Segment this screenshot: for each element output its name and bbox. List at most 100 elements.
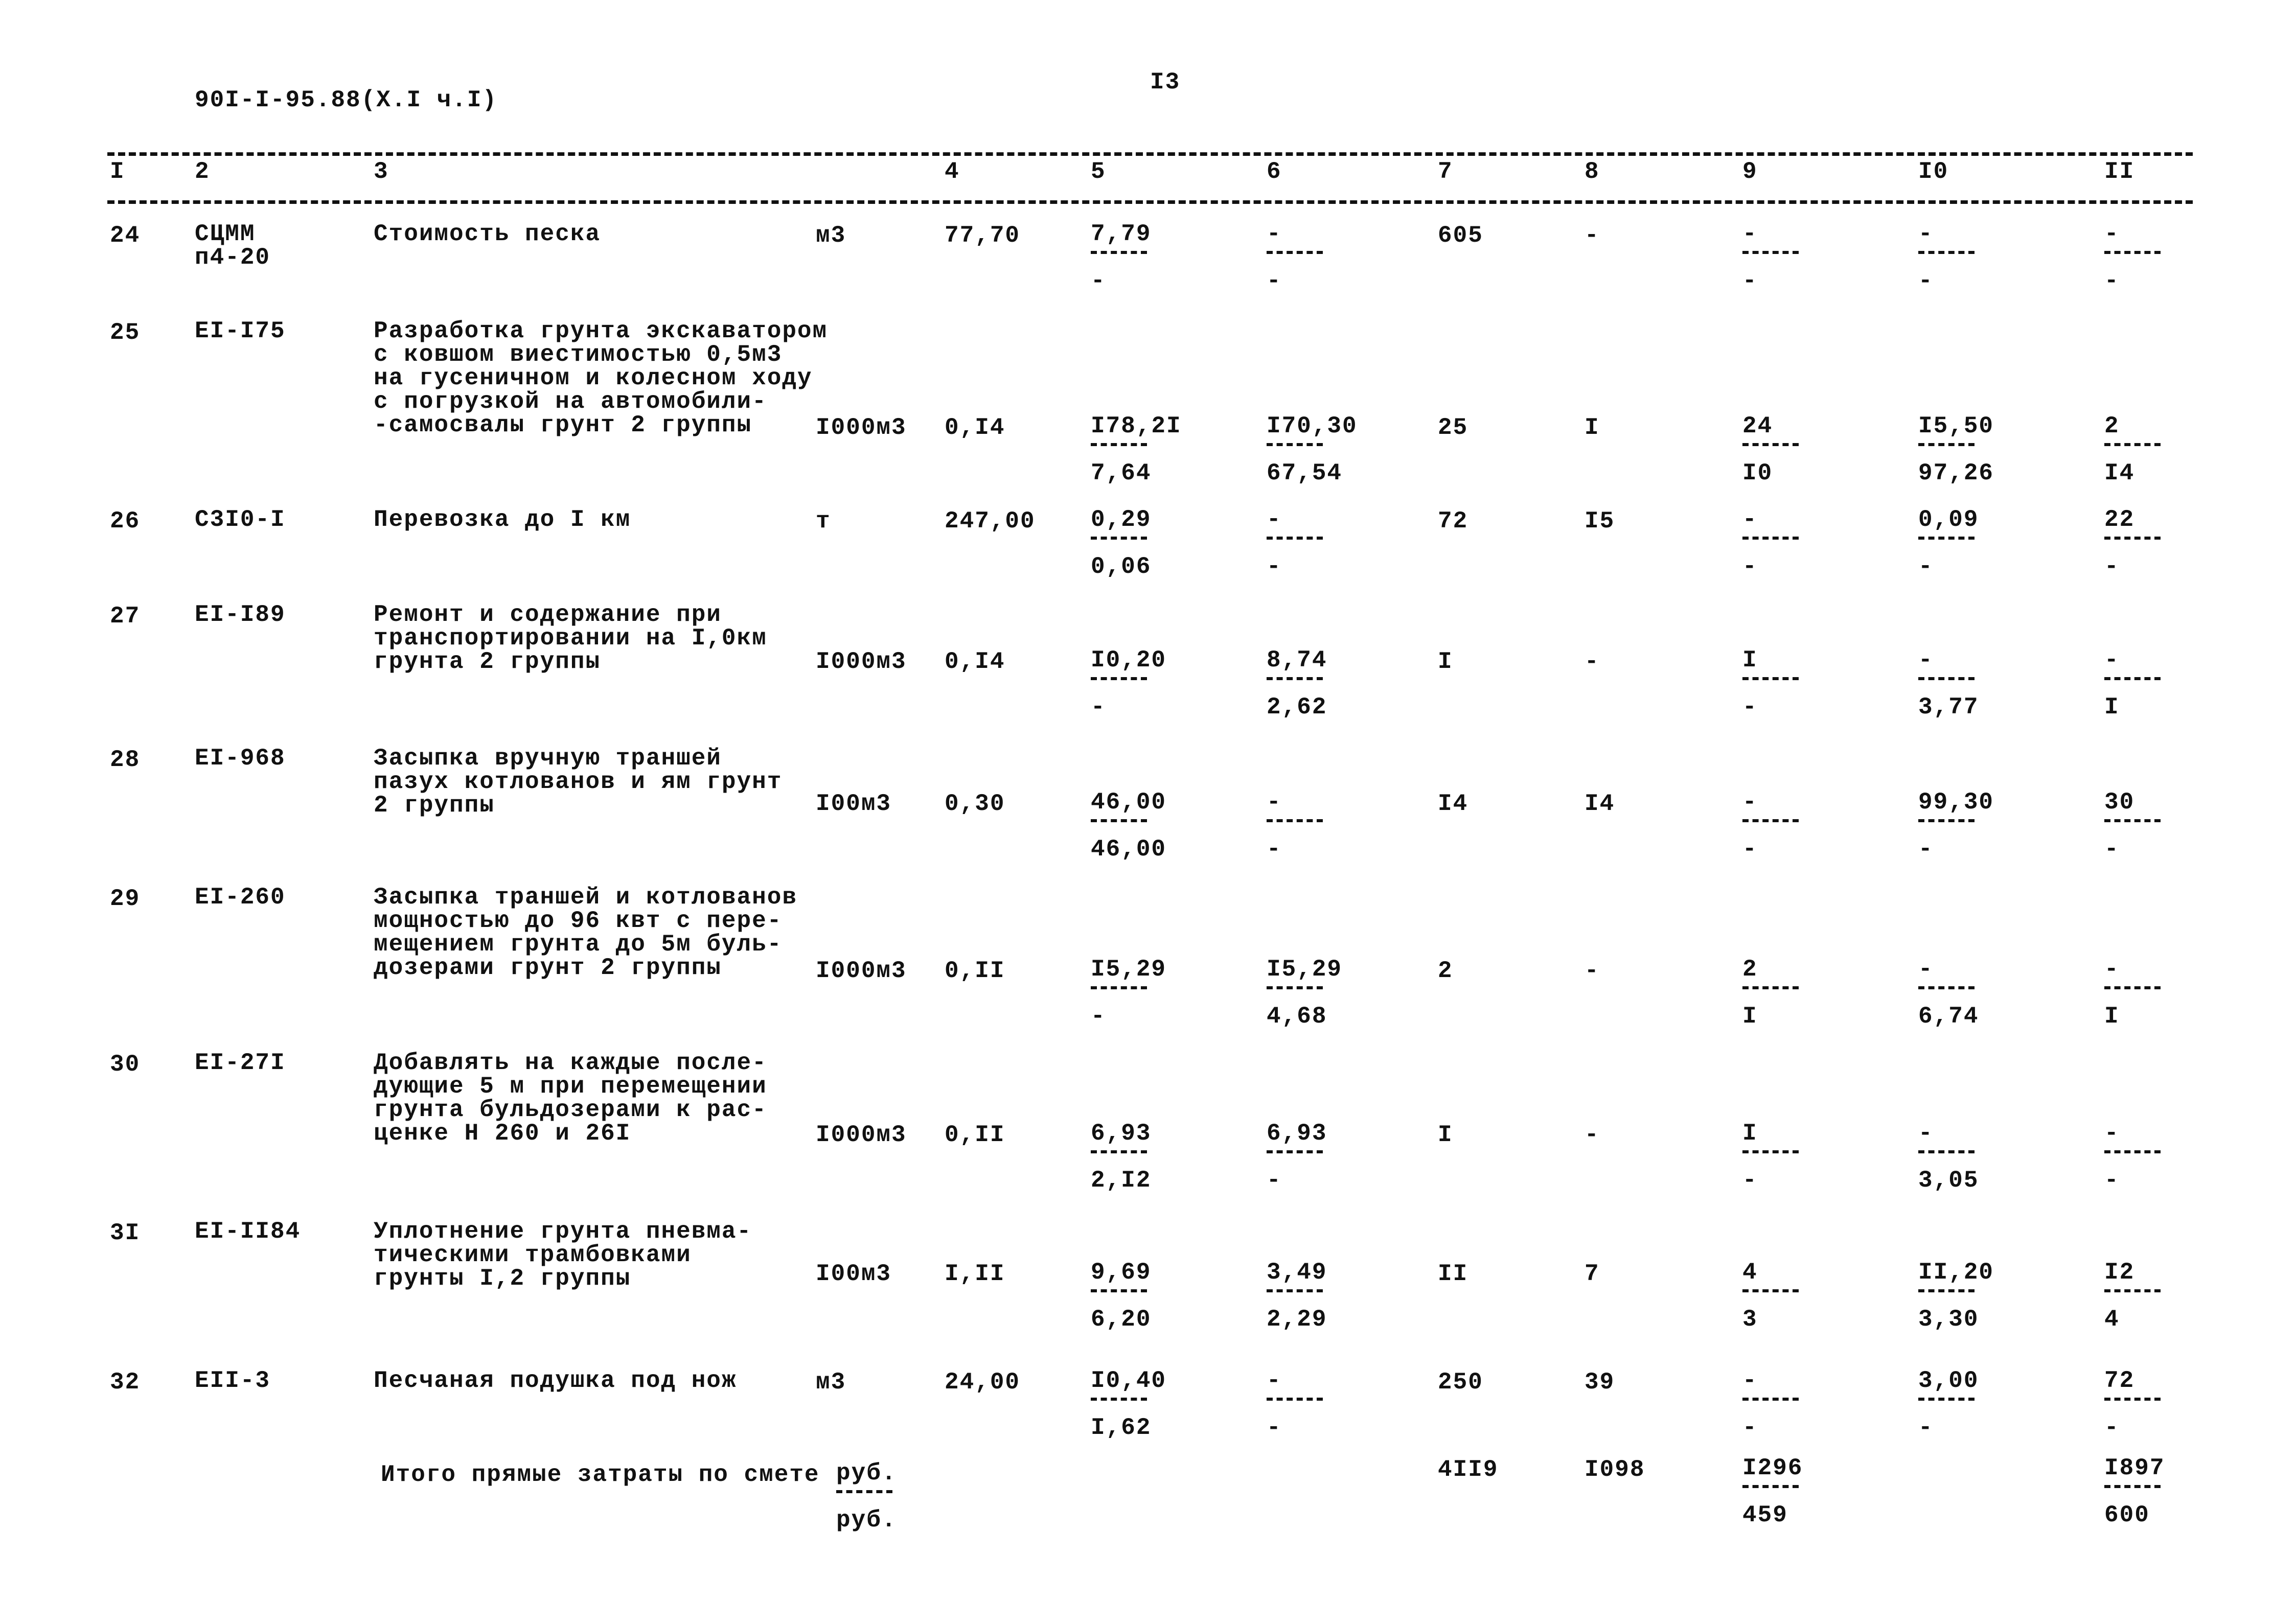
denominator: - — [1267, 268, 1282, 294]
numerator: - — [1742, 506, 1758, 533]
header-top-divider — [107, 152, 2193, 156]
denominator: - — [1918, 836, 1934, 863]
numerator: - — [1742, 789, 1758, 816]
header-bottom-divider — [107, 200, 2193, 204]
denominator: 3,77 — [1918, 694, 1979, 721]
fraction-bar — [1267, 1398, 1323, 1401]
column-number: 6 — [1267, 158, 1282, 185]
row-number: 28 — [110, 747, 141, 773]
denominator: I0 — [1742, 460, 1773, 486]
fraction-bar — [1742, 986, 1799, 989]
cost-col-9: -- — [1742, 508, 1799, 578]
fraction-bar — [1091, 819, 1147, 822]
work-description: Перевозка до I км — [374, 506, 631, 533]
denominator: - — [2104, 553, 2120, 580]
fraction-bar — [2104, 1398, 2161, 1401]
quantity: 0,II — [945, 958, 1005, 984]
numerator: I296 — [1742, 1455, 1803, 1481]
column-number: 9 — [1742, 158, 1758, 185]
denominator: руб. — [836, 1507, 897, 1534]
numerator: руб. — [836, 1460, 897, 1487]
unit: м3 — [816, 222, 846, 249]
numerator: 3,49 — [1267, 1259, 1327, 1286]
numerator: - — [2104, 221, 2120, 247]
cost-col-9: 24 I0 — [1742, 414, 1799, 485]
page-number: I3 — [1150, 69, 1181, 96]
quantity: 0,30 — [945, 791, 1005, 817]
fraction-bar — [836, 1490, 892, 1493]
fraction-bar — [1091, 986, 1147, 989]
cost-col-7: I4 — [1438, 791, 1468, 817]
numerator: 9,69 — [1091, 1259, 1152, 1286]
fraction-bar — [1267, 443, 1323, 446]
numerator: - — [2104, 1120, 2120, 1147]
denominator: 2,29 — [1267, 1306, 1327, 1333]
cost-col-6: -- — [1267, 508, 1323, 578]
fraction-bar — [1918, 443, 1974, 446]
numerator: I70,30 — [1267, 413, 1358, 439]
cost-col-10: 3,00 - — [1918, 1369, 1979, 1440]
numerator: - — [1267, 789, 1282, 816]
numerator: I5,29 — [1267, 956, 1343, 983]
numerator: I0,40 — [1091, 1367, 1167, 1394]
fraction-bar — [1267, 1289, 1323, 1292]
unit: I000м3 — [816, 958, 907, 984]
quantity: 0,I4 — [945, 414, 1005, 441]
fraction-bar — [1742, 819, 1799, 822]
denominator: I — [1742, 1003, 1758, 1030]
cost-col-11: I2 4 — [2104, 1261, 2161, 1331]
cost-col-5: I0,20 - — [1091, 648, 1166, 719]
denominator: - — [1267, 1414, 1282, 1441]
cost-col-7: 72 — [1438, 508, 1468, 535]
cost-col-7: 250 — [1438, 1369, 1483, 1396]
denominator: I — [2104, 1003, 2120, 1030]
numerator: 2 — [2104, 413, 2120, 439]
fraction-bar — [2104, 1150, 2161, 1153]
cost-col-10: 99,30 - — [1918, 791, 1994, 861]
cost-col-5: 9,69 6,20 — [1091, 1261, 1151, 1331]
work-description: Песчаная подушка под нож — [374, 1367, 737, 1394]
document-code: 90I-I-95.88(X.I ч.I) — [195, 87, 498, 113]
cost-col-9: -- — [1742, 1369, 1799, 1440]
fraction-bar — [1742, 1289, 1799, 1292]
denominator: - — [1091, 268, 1106, 294]
fraction-bar — [1091, 1150, 1147, 1153]
numerator: - — [1267, 506, 1282, 533]
quantity: 24,00 — [945, 1369, 1021, 1396]
numerator: I — [1742, 1120, 1758, 1147]
denominator: 97,26 — [1918, 460, 1994, 486]
fraction-bar — [1742, 1150, 1799, 1153]
numerator: - — [1742, 221, 1758, 247]
work-description: Засыпка вручную траншей пазух котлованов… — [374, 745, 783, 819]
numerator: I5,29 — [1091, 956, 1167, 983]
denominator: - — [2104, 836, 2120, 863]
denominator: - — [1742, 694, 1758, 721]
fraction-bar — [1091, 251, 1147, 254]
denominator: 2,I2 — [1091, 1167, 1152, 1194]
fraction-bar — [1091, 1289, 1147, 1292]
cost-col-6: -- — [1267, 791, 1323, 861]
fraction-bar — [2104, 251, 2161, 254]
cost-col-5: 7,79 - — [1091, 222, 1151, 293]
denominator: 459 — [1742, 1502, 1788, 1528]
numerator: 6,93 — [1267, 1120, 1327, 1147]
work-description: Ремонт и содержание при транспортировани… — [374, 601, 767, 675]
row-number: 29 — [110, 886, 141, 912]
denominator: 67,54 — [1267, 460, 1343, 486]
numerator: 2 — [1742, 956, 1758, 983]
fraction-bar — [2104, 1485, 2161, 1488]
cost-col-10: I5,50 97,26 — [1918, 414, 1994, 485]
cost-col-9: I- — [1742, 1122, 1799, 1192]
cost-col-8: - — [1585, 1122, 1600, 1148]
numerator: I5,50 — [1918, 413, 1994, 439]
cost-col-8: I4 — [1585, 791, 1615, 817]
cost-col-10: -- — [1918, 222, 1974, 293]
denominator: 2,62 — [1267, 694, 1327, 721]
fraction-bar — [1918, 819, 1974, 822]
column-number: I — [110, 158, 125, 185]
cost-col-10: - 6,74 — [1918, 958, 1979, 1028]
cost-col-8: 39 — [1585, 1369, 1615, 1396]
work-description: Засыпка траншей и котлованов мощностью д… — [374, 884, 797, 981]
cost-col-9: -- — [1742, 791, 1799, 861]
